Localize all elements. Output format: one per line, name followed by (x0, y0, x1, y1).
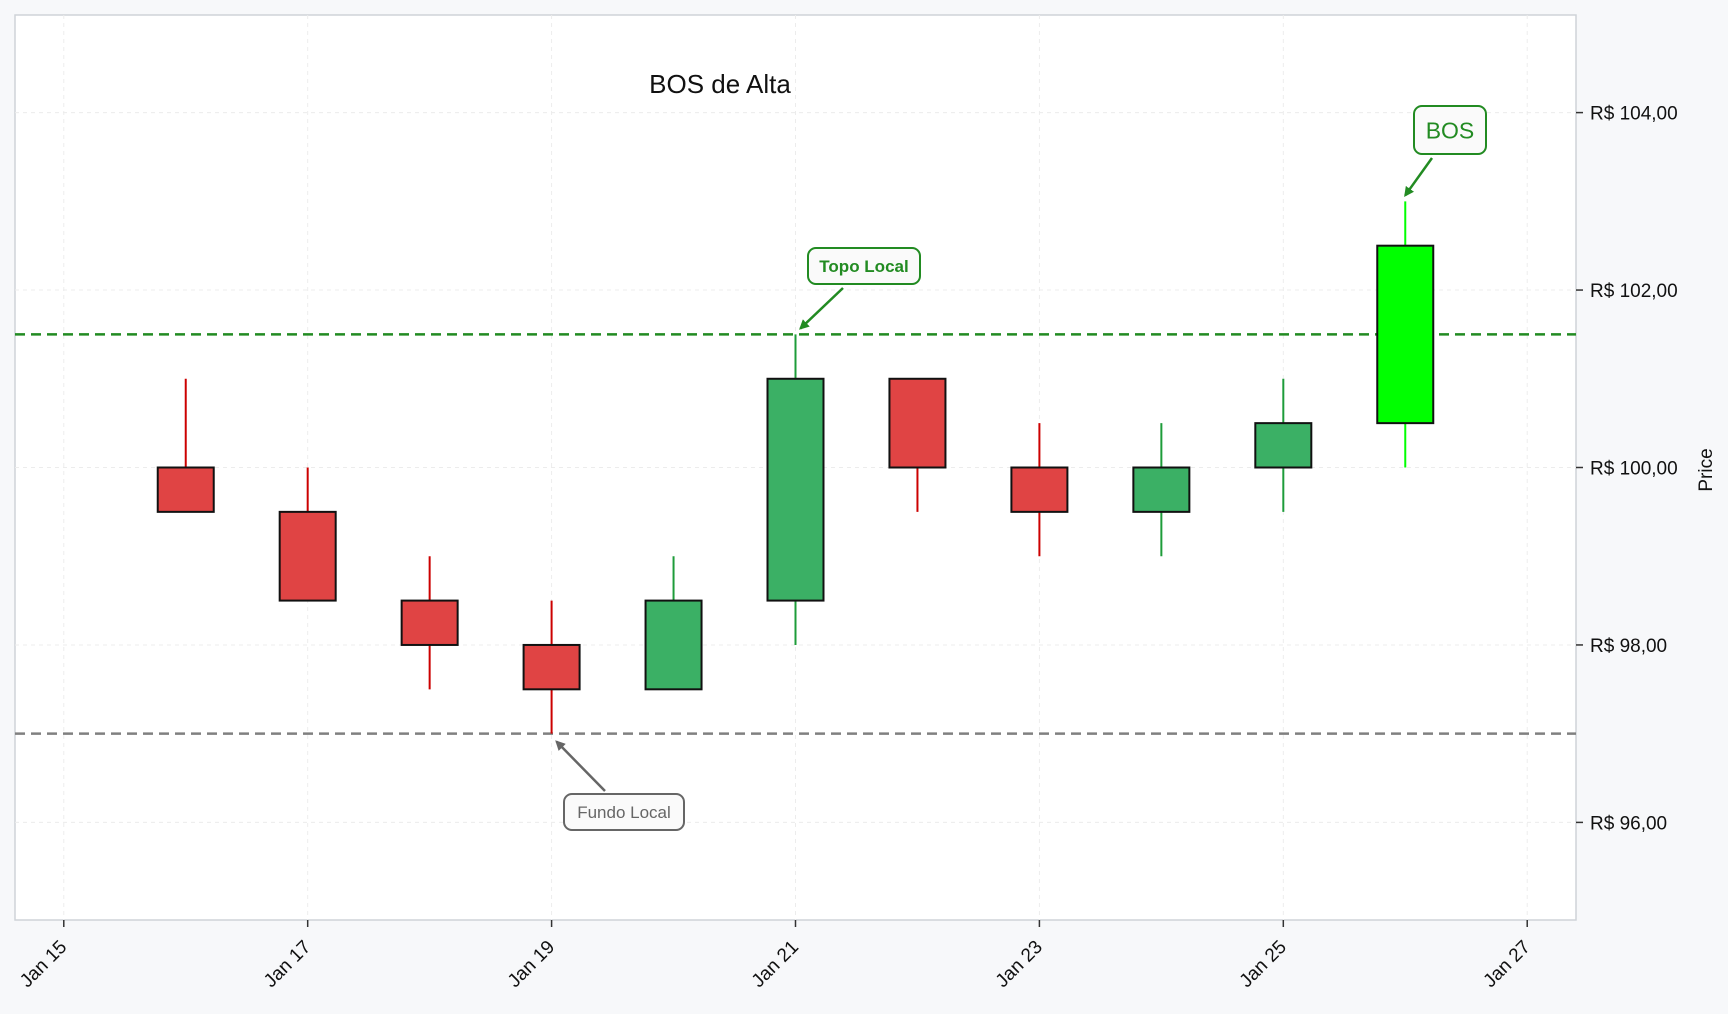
x-tick-label: Jan 25 (1236, 937, 1291, 992)
x-tick-label: Jan 17 (260, 937, 315, 992)
chart-title: BOS de Alta (649, 69, 791, 99)
annotation-box (807, 247, 921, 285)
candle-body (156, 466, 215, 513)
candle (522, 600, 581, 734)
candle (888, 377, 947, 512)
candle-body (400, 599, 459, 646)
x-tick-label: Jan 21 (748, 937, 803, 992)
x-tick-label: Jan 23 (992, 937, 1047, 992)
candle-body (1376, 244, 1435, 425)
candle-body (766, 377, 825, 602)
y-tick-label: R$ 96,00 (1590, 813, 1667, 834)
candle (278, 467, 337, 602)
annotation-arrow (799, 287, 844, 330)
annotation-label: Fundo Local (577, 803, 671, 822)
annotations: Topo Local Fundo Local BOS (555, 105, 1487, 831)
y-tick-label: R$ 102,00 (1590, 281, 1678, 302)
candle (644, 556, 703, 691)
candle (1376, 201, 1435, 468)
annotation-topo-local: Topo Local (799, 247, 921, 330)
x-tick-label: Jan 19 (504, 937, 559, 992)
annotation-label: BOS (1426, 117, 1475, 143)
candle (1010, 423, 1069, 557)
annotation-box (1413, 105, 1487, 155)
candle (156, 378, 215, 513)
candle-body (1254, 422, 1313, 469)
candle (1254, 378, 1313, 512)
candle (766, 334, 825, 645)
candles (156, 201, 1435, 734)
annotation-box (563, 793, 685, 831)
candle-body (1010, 466, 1069, 513)
grid-lines (15, 15, 1576, 920)
annotation-fundo-local: Fundo Local (555, 740, 685, 831)
y-axis-label: Price (1696, 448, 1717, 491)
y-tick-label: R$ 100,00 (1590, 459, 1678, 480)
candle-body (522, 643, 581, 691)
candle-body (278, 510, 337, 602)
annotation-label: Topo Local (819, 257, 908, 276)
annotation-arrow (1404, 157, 1434, 197)
candle (400, 556, 459, 690)
horizontal-levels (15, 333, 1576, 735)
candle (1132, 423, 1191, 557)
y-tick-label: R$ 104,00 (1590, 104, 1678, 125)
candle-body (888, 377, 947, 469)
annotation-arrow (555, 740, 606, 792)
x-tick-label: Jan 15 (16, 937, 71, 992)
y-tick-label: R$ 98,00 (1590, 636, 1667, 657)
candle-body (1132, 466, 1191, 513)
candle-body (644, 599, 703, 691)
x-tick-label: Jan 27 (1480, 937, 1535, 992)
annotation-bos: BOS (1404, 105, 1487, 197)
